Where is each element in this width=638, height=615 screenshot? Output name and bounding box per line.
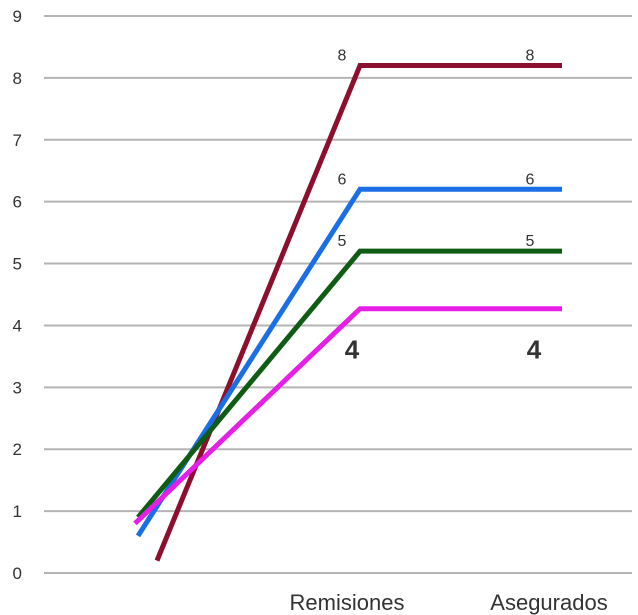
gridlines bbox=[44, 15, 632, 574]
series-line-2 bbox=[136, 248, 562, 519]
y-tick-label-6: 6 bbox=[13, 193, 22, 212]
y-tick-label-3: 3 bbox=[13, 378, 22, 397]
data-label-s3-p1: 4 bbox=[345, 335, 360, 365]
data-label-s2-p2: 5 bbox=[526, 233, 535, 250]
y-tick-label-9: 9 bbox=[13, 7, 22, 26]
series-line-1 bbox=[135, 186, 562, 538]
x-category-label-1: Remisiones bbox=[290, 590, 405, 615]
y-tick-label-8: 8 bbox=[13, 69, 22, 88]
x-axis-category-labels: Remisiones Asegurados bbox=[290, 590, 608, 615]
y-tick-label-0: 0 bbox=[13, 564, 22, 583]
y-tick-label-1: 1 bbox=[13, 502, 22, 521]
data-labels: 8 8 6 6 5 5 4 4 bbox=[338, 48, 542, 365]
y-tick-label-4: 4 bbox=[13, 316, 22, 335]
data-label-s0-p1: 8 bbox=[338, 48, 347, 65]
data-label-s0-p2: 8 bbox=[526, 48, 535, 65]
series-line-0 bbox=[154, 63, 562, 562]
series-lines bbox=[133, 63, 562, 562]
y-tick-label-2: 2 bbox=[13, 440, 22, 459]
data-label-s2-p1: 5 bbox=[338, 233, 347, 250]
x-category-label-2: Asegurados bbox=[490, 590, 607, 615]
y-axis-tick-labels: 0 1 2 3 4 5 6 7 8 9 bbox=[13, 7, 22, 583]
data-label-s1-p2: 6 bbox=[526, 171, 535, 188]
data-label-s3-p2: 4 bbox=[527, 335, 542, 365]
data-label-s1-p1: 6 bbox=[338, 171, 347, 188]
y-tick-label-7: 7 bbox=[13, 131, 22, 150]
y-tick-label-5: 5 bbox=[13, 255, 22, 274]
series-line-3 bbox=[133, 306, 562, 526]
